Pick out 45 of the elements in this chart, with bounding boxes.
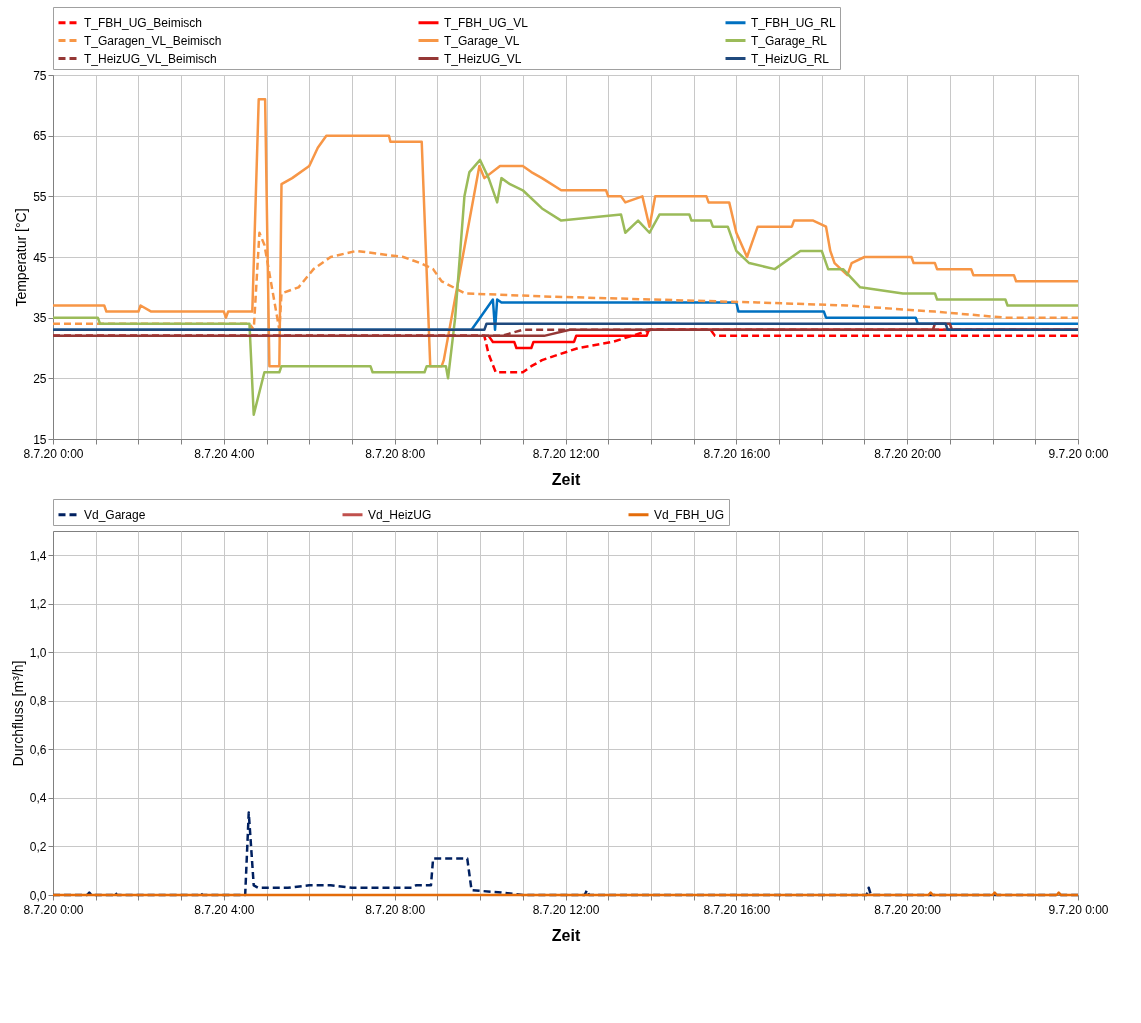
x-tick-label: 8.7.20 16:00 (703, 446, 771, 461)
legend-label: T_HeizUG_RL (751, 51, 830, 66)
y-axis-title: Temperatur [°C] (13, 208, 30, 307)
legend-label: T_FBH_UG_VL (444, 15, 529, 30)
y-tick-label: 45 (33, 250, 47, 265)
y-tick-label: 25 (33, 371, 47, 386)
legend-label: T_Garage_RL (751, 33, 828, 48)
y-tick-label: 55 (33, 189, 47, 204)
legend-label: T_FBH_UG_RL (751, 15, 837, 30)
y-tick-label: 35 (33, 311, 47, 326)
x-tick-label: 8.7.20 0:00 (23, 446, 84, 461)
x-tick-label: 8.7.20 4:00 (194, 902, 255, 917)
x-tick-label: 8.7.20 12:00 (532, 446, 600, 461)
x-tick-label: 8.7.20 16:00 (703, 902, 771, 917)
x-tick-label: 9.7.20 0:00 (1048, 902, 1109, 917)
legend-label: T_Garagen_VL_Beimisch (84, 33, 222, 48)
legend-label: T_HeizUG_VL_Beimisch (84, 51, 217, 66)
legend-label: Vd_HeizUG (368, 507, 432, 522)
y-tick-label: 65 (33, 129, 47, 144)
y-tick-label: 0,4 (29, 791, 47, 806)
x-axis-title: Zeit (551, 470, 581, 488)
legend-label: T_Garage_VL (444, 33, 520, 48)
x-tick-label: 8.7.20 20:00 (874, 902, 942, 917)
x-tick-label: 8.7.20 8:00 (365, 446, 426, 461)
x-tick-label: 8.7.20 0:00 (23, 902, 84, 917)
x-tick-label: 8.7.20 8:00 (365, 902, 426, 917)
legend-label: Vd_FBH_UG (654, 507, 725, 522)
y-tick-label: 0,2 (29, 839, 47, 854)
x-axis-title: Zeit (551, 926, 581, 944)
x-tick-label: 8.7.20 20:00 (874, 446, 942, 461)
legend-label: T_FBH_UG_Beimisch (84, 15, 203, 30)
y-tick-label: 0,0 (29, 888, 47, 903)
x-tick-label: 8.7.20 4:00 (194, 446, 255, 461)
y-tick-label: 1,2 (29, 597, 47, 612)
x-tick-label: 8.7.20 12:00 (532, 902, 600, 917)
x-tick-label: 9.7.20 0:00 (1048, 446, 1109, 461)
legend-label: T_HeizUG_VL (444, 51, 522, 66)
y-tick-label: 75 (33, 68, 47, 83)
legend-label: Vd_Garage (84, 507, 146, 522)
y-tick-label: 15 (33, 432, 47, 447)
y-axis-title: Durchfluss [m³/h] (9, 660, 26, 767)
y-tick-label: 1,0 (29, 645, 47, 660)
y-tick-label: 0,8 (29, 694, 47, 709)
y-tick-label: 0,6 (29, 742, 47, 757)
y-tick-label: 1,4 (29, 548, 47, 563)
